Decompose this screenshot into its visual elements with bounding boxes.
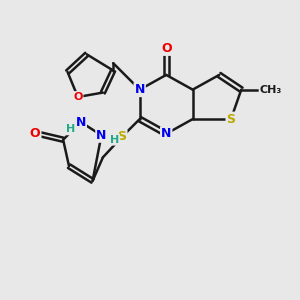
Text: N: N bbox=[96, 129, 106, 142]
Text: O: O bbox=[73, 92, 83, 102]
Text: O: O bbox=[161, 42, 172, 55]
Text: CH₃: CH₃ bbox=[260, 85, 282, 94]
Text: S: S bbox=[118, 130, 127, 143]
Text: S: S bbox=[226, 112, 236, 126]
Text: H: H bbox=[66, 124, 75, 134]
Text: N: N bbox=[76, 116, 86, 128]
Text: O: O bbox=[30, 127, 40, 140]
Text: H: H bbox=[110, 135, 119, 145]
Text: N: N bbox=[134, 83, 145, 96]
Text: N: N bbox=[161, 127, 171, 140]
